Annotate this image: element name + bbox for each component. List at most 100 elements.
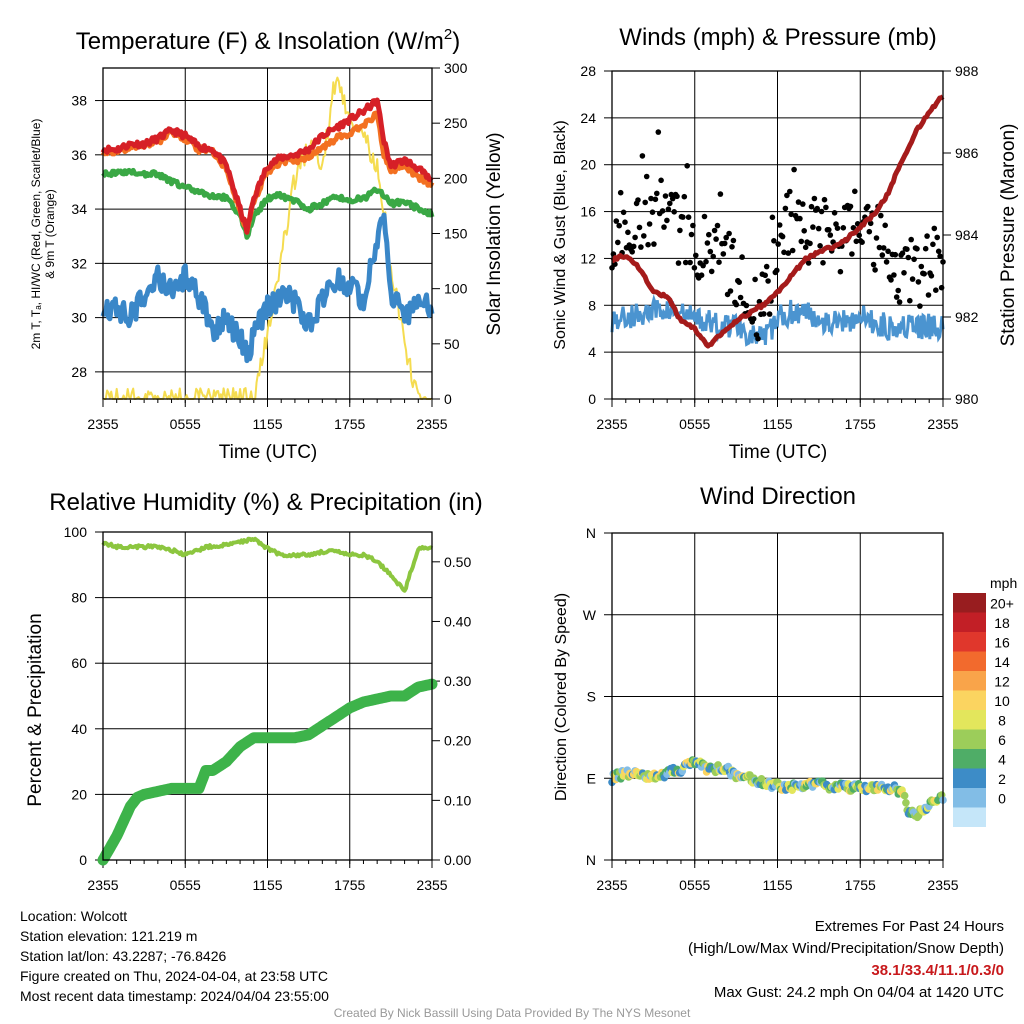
gust-point (648, 195, 654, 202)
gust-point (684, 163, 690, 169)
gust-point (685, 214, 692, 220)
gust-point (626, 242, 633, 248)
gust-point (714, 222, 721, 229)
sonic-wind-line (610, 294, 945, 347)
y-tick-label: 0 (588, 391, 596, 407)
gust-point (620, 209, 627, 216)
gust-point (784, 192, 790, 199)
gust-point (853, 238, 860, 245)
gust-point (717, 191, 724, 197)
y-tick-label: 12 (580, 250, 596, 266)
gust-point (827, 232, 834, 238)
gust-point (682, 259, 689, 266)
temperature-panel: Temperature (F) & Insolation (W/m2) 2355 0… (29, 26, 505, 463)
extremes-info: Extremes For Past 24 Hours (High/Low/Max… (688, 916, 1004, 1004)
gust-point (805, 260, 812, 266)
y-axis-label: Direction (Colored By Speed) (553, 593, 570, 801)
colorbar-swatch (953, 807, 986, 827)
gust-point (798, 238, 805, 245)
colorbar-label: 2 (998, 771, 1006, 787)
gust-point (713, 236, 719, 242)
gust-point (737, 294, 744, 301)
y2-tick-label: 100 (444, 281, 468, 297)
gust-point (636, 224, 643, 231)
x-tick-label: 1155 (252, 877, 282, 893)
y-tick-label: 36 (71, 147, 87, 163)
gust-point (896, 299, 903, 305)
gust-point (918, 263, 925, 270)
y2-axis-label: Solar Insolation (Yellow) (484, 132, 505, 335)
chart-title: Winds (mph) & Pressure (mb) (619, 24, 936, 51)
gust-point (669, 195, 676, 202)
gust-point (708, 268, 715, 275)
gust-point (893, 294, 900, 300)
gust-point (879, 252, 886, 258)
y-tick-label: 32 (71, 255, 87, 271)
gust-point (776, 222, 783, 228)
gust-point (693, 252, 699, 259)
y-tick-label: 40 (71, 721, 87, 737)
x-tick-label: 1755 (845, 416, 876, 432)
y-tick-label: 80 (71, 590, 87, 606)
gust-point (821, 196, 828, 203)
gust-point (704, 240, 711, 246)
created-text: Figure created on Thu, 2024-04-04, at 23… (20, 968, 328, 984)
colorbar-label: 6 (998, 732, 1006, 748)
y-tick-label: 0 (79, 852, 87, 868)
x-tick-label: 1155 (252, 416, 282, 432)
gust-point (642, 199, 648, 206)
gust-point (917, 303, 923, 309)
y-tick-label: 28 (71, 364, 87, 380)
gust-point (901, 270, 907, 276)
gust-point (791, 166, 797, 173)
gust-point (755, 335, 761, 342)
gust-point (904, 246, 910, 252)
gust-point (654, 190, 660, 197)
gust-point (691, 265, 698, 271)
colorbar-label: 0 (998, 791, 1006, 807)
y2-tick-label: 50 (444, 336, 460, 352)
gust-point (726, 230, 732, 237)
extremes-subtitle: (High/Low/Max Wind/Precipitation/Snow De… (688, 940, 1004, 957)
gust-point (664, 217, 670, 224)
gust-point (837, 268, 844, 275)
gust-point (769, 214, 776, 221)
gust-point (688, 231, 695, 238)
x-tick-label: 0555 (170, 416, 201, 432)
direction-point (757, 775, 766, 783)
gust-point (856, 232, 862, 239)
gust-point (807, 240, 813, 247)
y-tick-label: 30 (71, 310, 87, 326)
y-tick-label: N (586, 852, 596, 868)
colorbar-swatch (953, 690, 986, 710)
gust-point (763, 263, 770, 270)
pressure-line (610, 94, 945, 349)
gust-point (934, 234, 940, 241)
gust-point (762, 272, 768, 279)
gust-point (801, 228, 807, 234)
gust-point (814, 205, 820, 212)
y-tick-label: 34 (71, 201, 87, 217)
colorbar-label: 4 (998, 752, 1006, 768)
gust-point (690, 222, 696, 229)
gust-point (675, 260, 682, 266)
chart-title: Relative Humidity (%) & Precipitation (i… (49, 489, 482, 516)
gust-point (788, 211, 794, 218)
gust-point (739, 254, 745, 260)
gust-point (867, 220, 874, 227)
y-tick-label: E (587, 770, 596, 786)
gust-point (880, 245, 887, 251)
gust-point (765, 278, 771, 284)
y-tick-label: 100 (64, 524, 88, 540)
gust-point (700, 262, 706, 269)
gust-point (785, 250, 792, 256)
gust-point (870, 261, 877, 268)
y-tick-label: 20 (71, 786, 87, 802)
gust-point (671, 209, 677, 215)
winds-panel: Winds (mph) & Pressure (mb) 2355 0555 1155 1… (552, 24, 1019, 463)
gust-point (615, 239, 621, 246)
y-tick-label: 28 (580, 63, 596, 79)
x-tick-label: 1155 (762, 416, 792, 432)
x-tick-label: 2355 (416, 416, 447, 432)
gust-point (800, 201, 806, 207)
